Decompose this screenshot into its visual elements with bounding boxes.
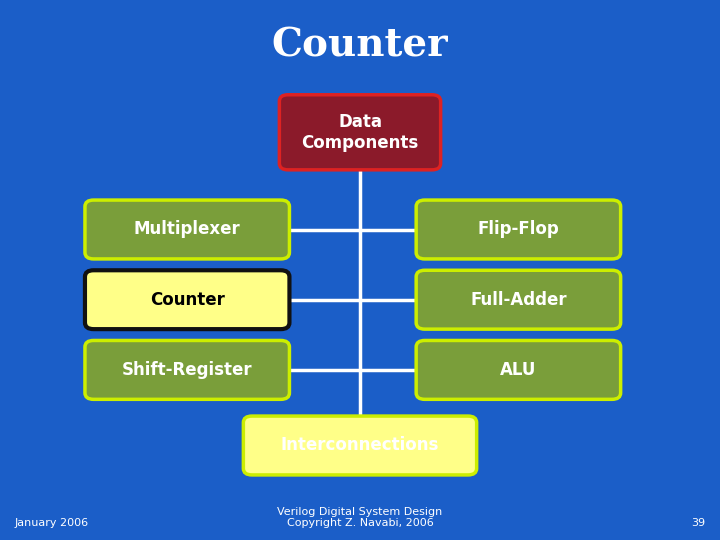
Text: Shift-Register: Shift-Register: [122, 361, 253, 379]
Text: Flip-Flop: Flip-Flop: [477, 220, 559, 239]
FancyBboxPatch shape: [279, 95, 441, 170]
Text: Data
Components: Data Components: [302, 113, 418, 152]
FancyBboxPatch shape: [85, 200, 289, 259]
FancyBboxPatch shape: [416, 340, 621, 399]
Text: Verilog Digital System Design
Copyright Z. Navabi, 2006: Verilog Digital System Design Copyright …: [277, 507, 443, 528]
Text: Counter: Counter: [271, 27, 449, 65]
FancyBboxPatch shape: [416, 270, 621, 329]
FancyBboxPatch shape: [85, 340, 289, 399]
Text: January 2006: January 2006: [14, 518, 89, 528]
FancyBboxPatch shape: [416, 200, 621, 259]
Text: 39: 39: [691, 518, 706, 528]
Text: Full-Adder: Full-Adder: [470, 291, 567, 309]
Text: Interconnections: Interconnections: [281, 436, 439, 455]
Text: Counter: Counter: [150, 291, 225, 309]
Text: Multiplexer: Multiplexer: [134, 220, 240, 239]
Text: ALU: ALU: [500, 361, 536, 379]
FancyBboxPatch shape: [243, 416, 477, 475]
FancyBboxPatch shape: [85, 270, 289, 329]
